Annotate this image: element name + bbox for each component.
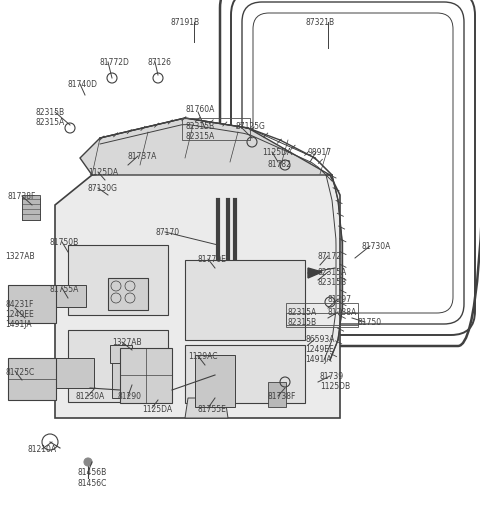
Text: 81760A: 81760A	[185, 105, 215, 114]
Text: 82315B: 82315B	[185, 122, 214, 131]
Text: 82315A: 82315A	[288, 308, 317, 317]
Text: 87170: 87170	[155, 228, 179, 237]
Bar	[286, 313, 358, 327]
Bar	[120, 348, 172, 403]
Text: 81750B: 81750B	[50, 238, 79, 247]
Bar	[8, 358, 56, 400]
Text: 82315A: 82315A	[35, 118, 64, 127]
Text: 82315B: 82315B	[288, 318, 317, 327]
Text: 81755A: 81755A	[50, 285, 79, 294]
Text: 1125DB: 1125DB	[320, 382, 350, 391]
Text: 1491JA: 1491JA	[5, 320, 32, 329]
Bar	[286, 303, 358, 325]
Bar	[56, 285, 86, 307]
Bar	[268, 382, 286, 407]
Text: 82315A: 82315A	[185, 132, 214, 141]
Bar	[68, 330, 168, 402]
Bar	[185, 345, 305, 403]
Text: 81738F: 81738F	[8, 192, 36, 201]
Bar	[108, 278, 148, 310]
Text: 81456C: 81456C	[78, 479, 108, 488]
Text: 98917: 98917	[308, 148, 332, 157]
Bar	[110, 345, 132, 363]
Polygon shape	[80, 118, 330, 175]
Text: 81738A: 81738A	[328, 308, 357, 317]
Text: 81738F: 81738F	[268, 392, 296, 401]
Bar	[185, 260, 305, 340]
Text: 1327AB: 1327AB	[112, 338, 142, 347]
Text: 81755E: 81755E	[198, 405, 227, 414]
Text: 81739: 81739	[320, 372, 344, 381]
Text: 81770E: 81770E	[198, 255, 227, 264]
Text: 1125DA: 1125DA	[142, 405, 172, 414]
Text: 81772D: 81772D	[100, 58, 130, 67]
Text: 1129AC: 1129AC	[188, 352, 217, 361]
Text: 81230A: 81230A	[75, 392, 104, 401]
Bar	[22, 198, 40, 220]
Text: 1125DA: 1125DA	[262, 148, 292, 157]
Bar	[8, 285, 56, 323]
Bar	[195, 355, 235, 407]
Text: 81730A: 81730A	[362, 242, 391, 251]
Polygon shape	[185, 398, 228, 418]
Text: 87191B: 87191B	[170, 18, 200, 27]
Text: 87126: 87126	[148, 58, 172, 67]
Text: 1249EE: 1249EE	[305, 345, 334, 354]
Polygon shape	[308, 268, 322, 278]
Text: 87125G: 87125G	[235, 122, 265, 131]
Text: 82315B: 82315B	[318, 278, 347, 287]
Bar	[68, 245, 168, 315]
Bar	[182, 118, 250, 140]
Text: 82315B: 82315B	[35, 108, 64, 117]
Bar	[22, 195, 40, 220]
Text: 81456B: 81456B	[78, 468, 107, 477]
Text: 81290: 81290	[118, 392, 142, 401]
Text: 87321B: 87321B	[305, 18, 335, 27]
Text: 82315A: 82315A	[318, 268, 347, 277]
Text: 1327AB: 1327AB	[5, 252, 35, 261]
Text: 84231F: 84231F	[5, 300, 34, 309]
Bar	[112, 348, 160, 398]
Text: 81740D: 81740D	[68, 80, 98, 89]
Text: 87172: 87172	[318, 252, 342, 261]
Circle shape	[84, 458, 92, 466]
Text: 81782: 81782	[268, 160, 292, 169]
Text: 1125DA: 1125DA	[88, 168, 118, 177]
Text: 86593A: 86593A	[305, 335, 335, 344]
Text: 81210A: 81210A	[28, 445, 57, 454]
Polygon shape	[55, 158, 340, 418]
Text: 1249EE: 1249EE	[5, 310, 34, 319]
Text: 81297: 81297	[328, 295, 352, 304]
Text: 81750: 81750	[358, 318, 382, 327]
Text: 87130G: 87130G	[88, 184, 118, 193]
Text: 81737A: 81737A	[128, 152, 157, 161]
Text: 81725C: 81725C	[5, 368, 34, 377]
Bar	[56, 358, 94, 388]
Text: 1491JA: 1491JA	[305, 355, 332, 364]
